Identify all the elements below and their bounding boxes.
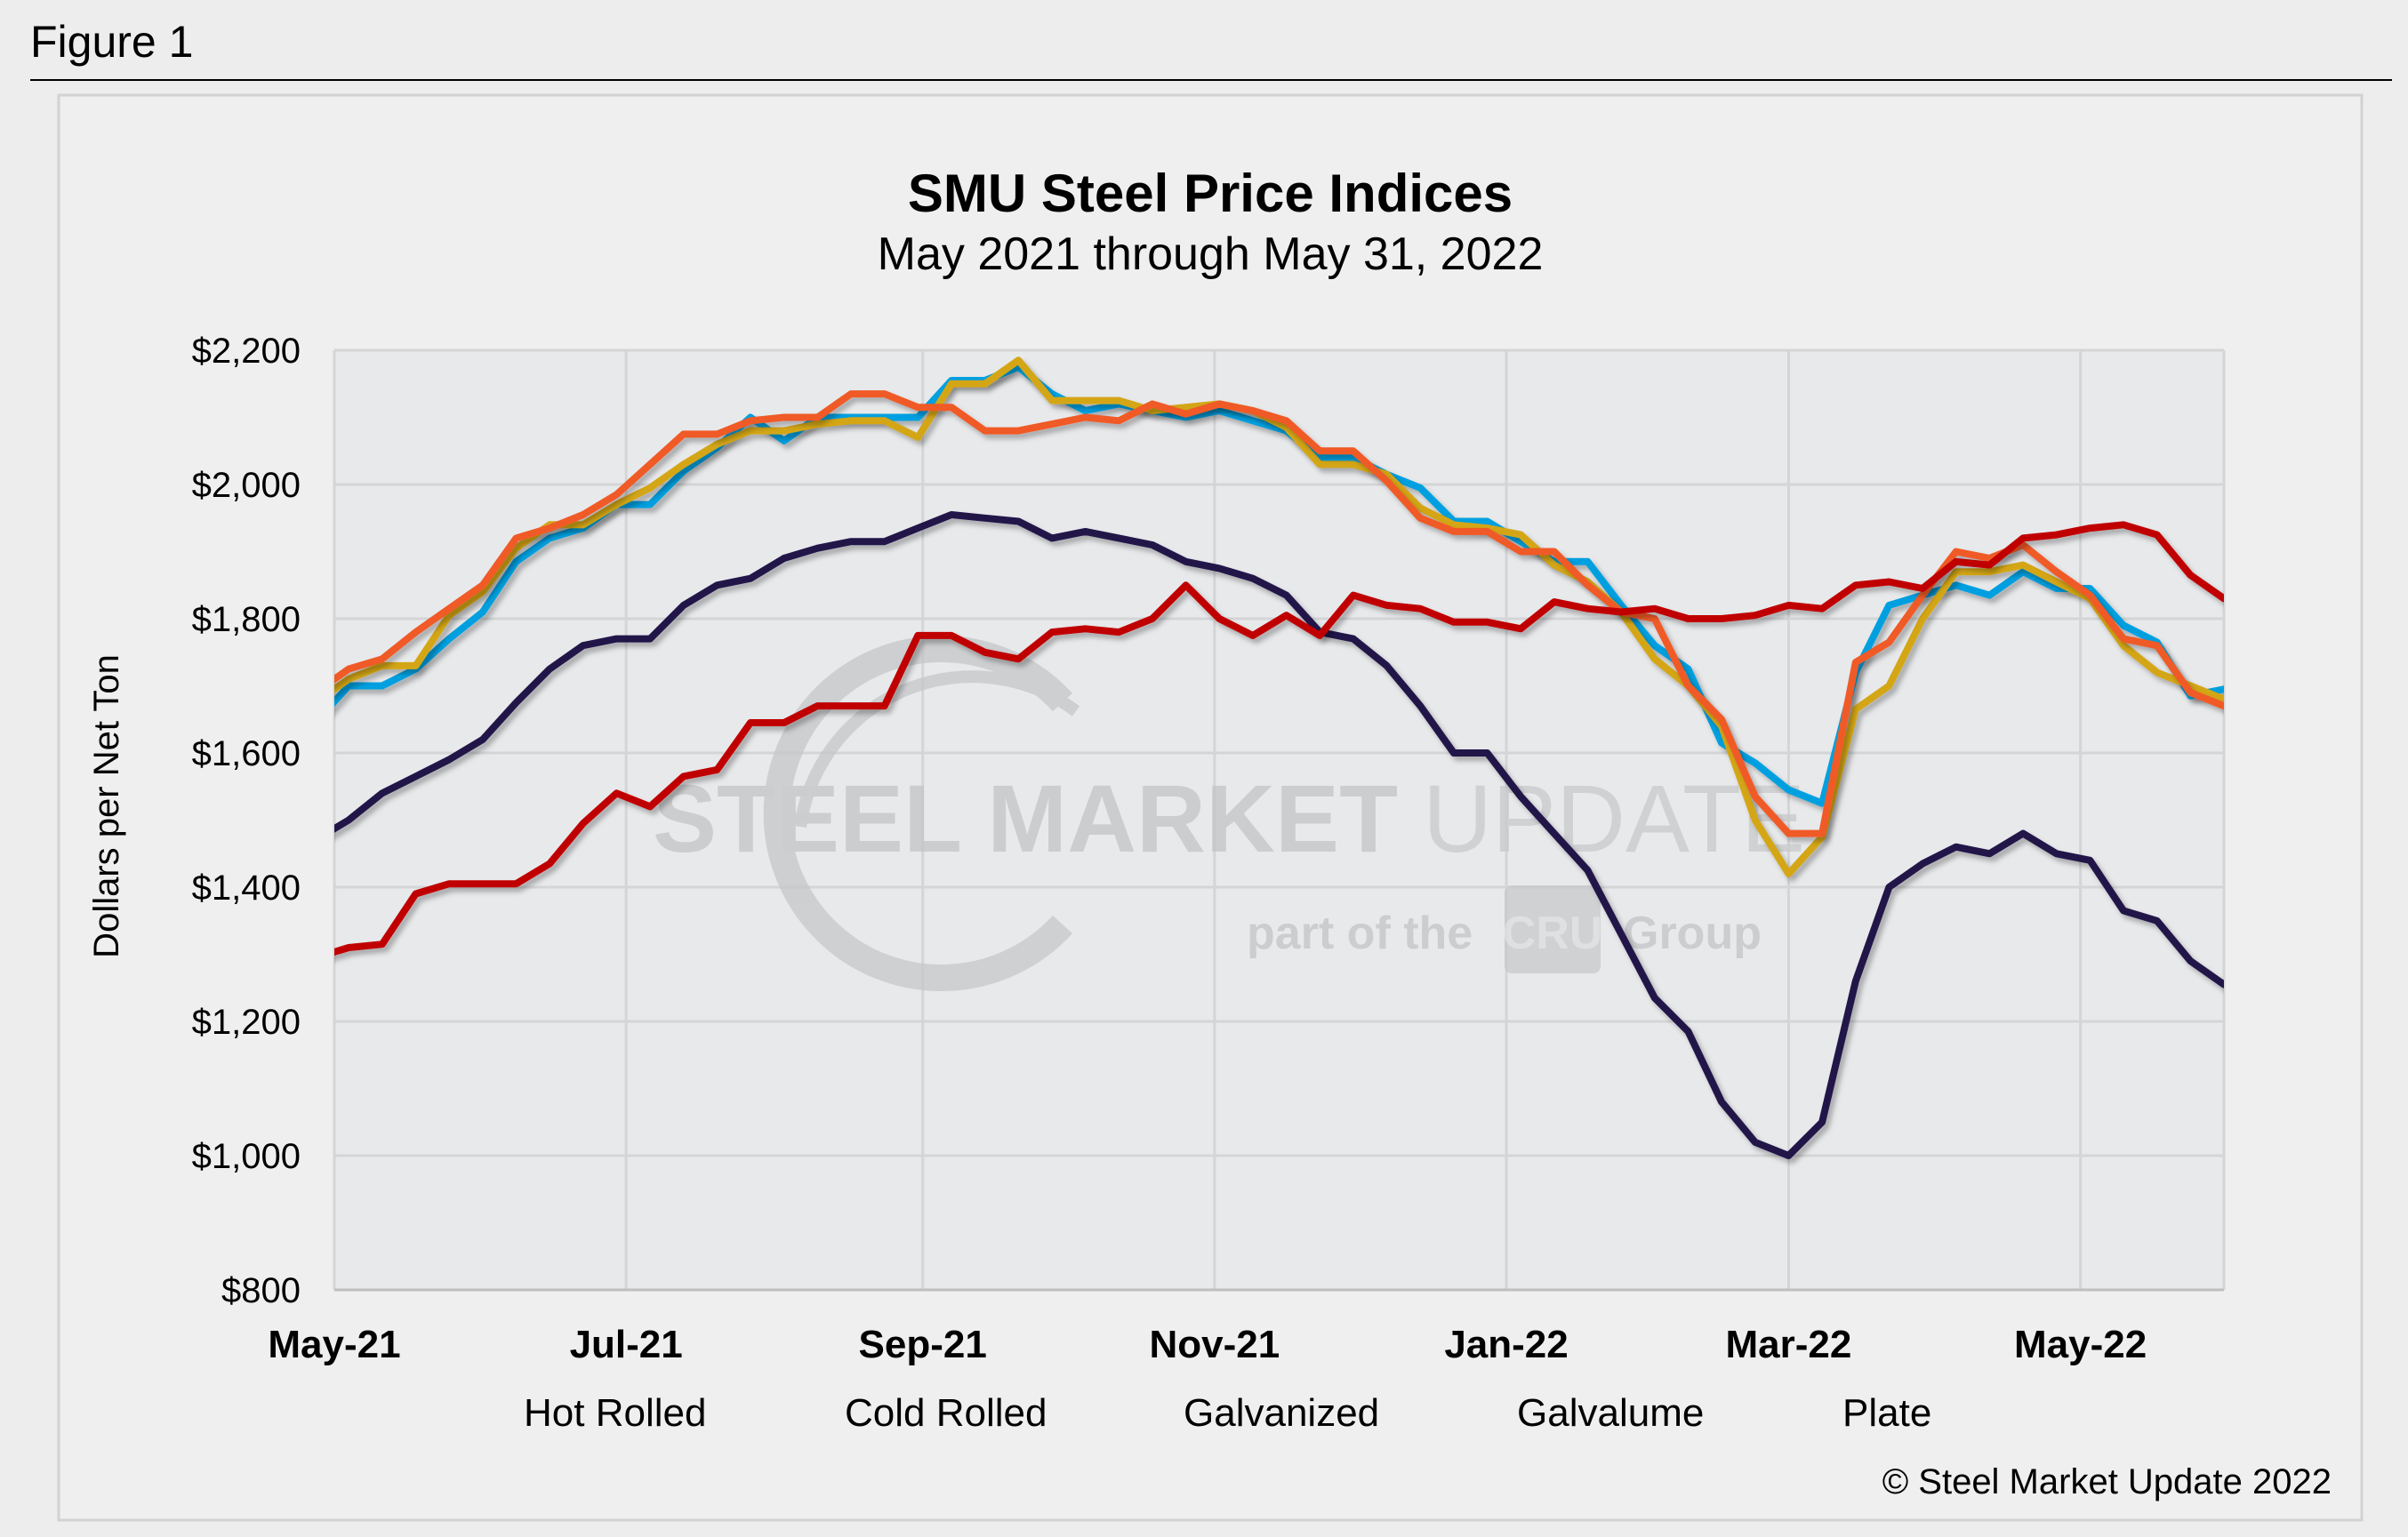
y-tick-label: $2,000 <box>192 466 301 505</box>
legend: Hot Rolled Cold Rolled Galvanized Galvalume… <box>431 1391 1931 1435</box>
chart-subtitle: May 2021 through May 31, 2022 <box>878 228 1544 280</box>
series-lines <box>334 356 2224 1159</box>
chart-title: SMU Steel Price Indices <box>908 164 1513 223</box>
watermark-tagline-suffix: Group <box>1623 908 1762 959</box>
legend-label: Galvalume <box>1517 1391 1704 1435</box>
x-tick-label: May-21 <box>268 1323 400 1366</box>
watermark-cru-box <box>1505 885 1601 973</box>
y-tick-label: $1,000 <box>192 1137 301 1176</box>
legend-label: Galvanized <box>1184 1391 1379 1435</box>
legend-label: Hot Rolled <box>524 1391 706 1435</box>
legend-item-hot-rolled: Hot Rolled <box>431 1391 706 1435</box>
watermark-arc-icon <box>763 636 1073 991</box>
watermark-brand-bold: STEEL MARKET <box>653 764 1398 872</box>
series-line-hot-rolled <box>334 511 2224 1159</box>
x-tick-label: Sep-21 <box>859 1323 987 1366</box>
y-tick-labels: $800 $1,000 $1,200 $1,400 $1,600 $1,800 $2,000… <box>192 332 301 1310</box>
watermark-cru-logo: CRU <box>1503 908 1603 959</box>
y-tick-label: $1,400 <box>192 869 301 908</box>
watermark-logo: STEEL MARKET UPDATE part of the CRU Grou… <box>653 636 1805 991</box>
legend-label: Cold Rolled <box>845 1391 1047 1435</box>
y-tick-label: $1,600 <box>192 734 301 773</box>
series-line-galvalume <box>334 390 2224 837</box>
y-tick-label: $2,200 <box>192 332 301 371</box>
y-tick-label: $1,200 <box>192 1003 301 1042</box>
x-tick-label: Mar-22 <box>1726 1323 1852 1366</box>
series-line-cold-rolled <box>334 363 2224 807</box>
watermark-arc-inner-icon <box>794 670 1080 828</box>
x-tick-label: Jul-21 <box>570 1323 683 1366</box>
figure-label: Figure 1 <box>30 17 193 67</box>
watermark-tagline-prefix: part of the <box>1247 908 1473 959</box>
legend-item-plate: Plate <box>1750 1391 1931 1435</box>
x-tick-label: May-22 <box>2014 1323 2147 1366</box>
copyright-text: © Steel Market Update 2022 <box>1882 1462 2332 1501</box>
series-line-plate <box>334 521 2224 957</box>
legend-label: Plate <box>1842 1391 1931 1435</box>
y-tick-label: $800 <box>221 1271 301 1310</box>
legend-item-galvalume: Galvalume <box>1425 1391 1704 1435</box>
x-tick-label: Nov-21 <box>1150 1323 1280 1366</box>
y-axis-title: Dollars per Net Ton <box>87 654 126 958</box>
x-tick-label: Jan-22 <box>1444 1323 1568 1366</box>
x-tick-labels: May-21 Jul-21 Sep-21 Nov-21 Jan-22 Mar-22 May-… <box>268 1323 2147 1366</box>
legend-item-cold-rolled: Cold Rolled <box>752 1391 1047 1435</box>
legend-item-galvanized: Galvanized <box>1091 1391 1379 1435</box>
y-tick-label: $1,800 <box>192 600 301 639</box>
